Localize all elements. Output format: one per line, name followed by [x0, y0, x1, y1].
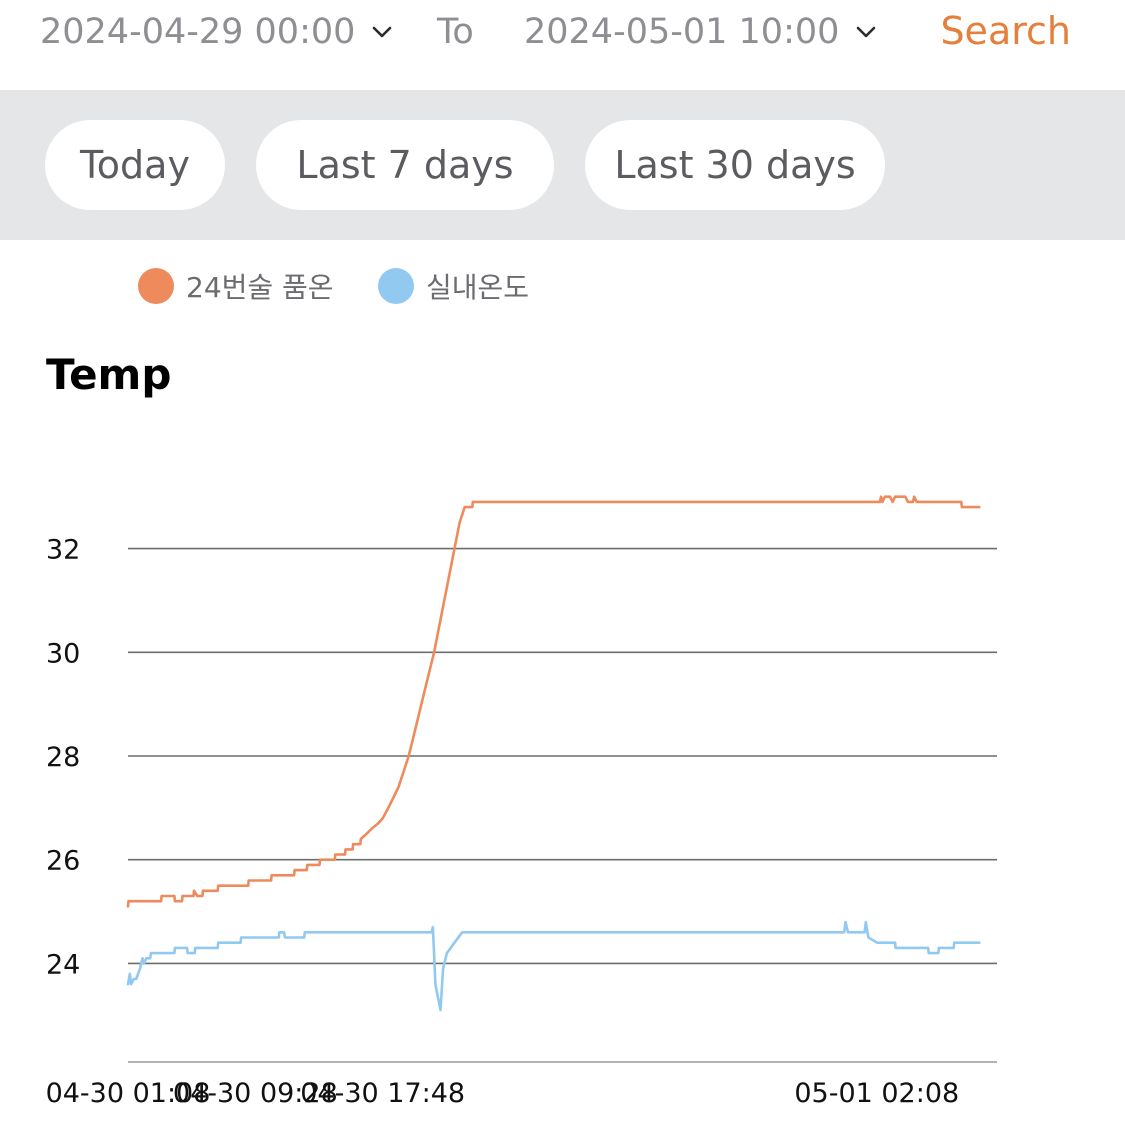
last-7-days-button[interactable]: Last 7 days [256, 120, 554, 210]
x-tick-label: 04-30 09:28 [173, 1078, 338, 1109]
x-tick-label: 04-30 01:08 [46, 1078, 211, 1109]
start-date-picker[interactable]: 2024-04-29 00:00 [40, 10, 393, 54]
last-30-days-button[interactable]: Last 30 days [585, 120, 885, 210]
chart-title: Temp [46, 350, 172, 399]
series-line-1 [126, 495, 981, 908]
x-tick-label: 04-30 17:48 [300, 1078, 465, 1109]
y-tick-label: 32 [46, 535, 80, 566]
legend-item-series-1[interactable]: 24번술 품온 [138, 266, 334, 306]
y-tick-label: 30 [46, 638, 80, 669]
legend-item-series-2[interactable]: 실내온도 [378, 266, 529, 306]
today-button[interactable]: Today [45, 120, 225, 210]
legend-label: 24번술 품온 [186, 271, 334, 304]
start-date-value: 2024-04-29 00:00 [40, 12, 356, 52]
chevron-down-icon [373, 26, 392, 38]
y-tick-label: 28 [46, 742, 80, 773]
legend-label: 실내온도 [426, 271, 530, 304]
y-tick-label: 24 [46, 949, 80, 980]
to-label: To [437, 12, 474, 52]
legend-swatch [378, 268, 414, 304]
quick-range-bar: Today Last 7 days Last 30 days [0, 90, 1125, 240]
date-filter-bar: 2024-04-29 00:00 To 2024-05-01 10:00 Sea… [0, 0, 1125, 90]
series-line-2 [126, 920, 981, 1012]
y-tick-label: 26 [46, 846, 80, 877]
chevron-down-icon [857, 26, 876, 38]
end-date-picker[interactable]: 2024-05-01 10:00 [524, 10, 877, 54]
x-tick-label: 05-01 02:08 [794, 1078, 959, 1109]
end-date-value: 2024-05-01 10:00 [524, 12, 840, 52]
search-button[interactable]: Search [940, 9, 1071, 53]
legend-swatch [138, 268, 174, 304]
